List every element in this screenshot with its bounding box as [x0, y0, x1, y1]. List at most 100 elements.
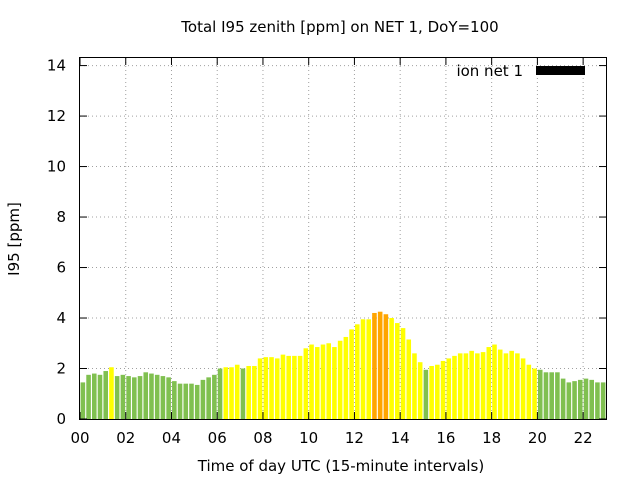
bar: [212, 374, 217, 419]
bar: [423, 369, 429, 419]
bar: [406, 339, 412, 419]
bar: [257, 358, 263, 419]
bar: [234, 364, 240, 419]
bar: [292, 355, 297, 419]
bar: [360, 319, 366, 419]
bar: [326, 343, 331, 419]
x-tick-label: 12: [345, 429, 364, 447]
bar: [480, 352, 486, 419]
bar: [200, 379, 206, 419]
bar: [103, 371, 109, 419]
x-tick-label: 10: [299, 429, 318, 447]
bar: [86, 374, 91, 419]
bar: [383, 314, 389, 419]
bar: [240, 368, 246, 419]
bar: [600, 382, 606, 419]
bar: [463, 353, 469, 419]
bar: [217, 368, 223, 419]
x-tick-label: 14: [391, 429, 410, 447]
grid-lines: [80, 58, 606, 419]
legend-swatch: [536, 66, 585, 75]
bar: [337, 340, 343, 419]
bar: [566, 382, 572, 419]
bar: [120, 374, 126, 419]
bar: [97, 374, 103, 419]
bar: [429, 365, 434, 419]
bar: [349, 329, 354, 419]
bars: [80, 311, 606, 419]
bar: [206, 377, 211, 419]
bar: [177, 383, 183, 419]
bar: [160, 376, 166, 419]
bar: [572, 381, 577, 419]
y-tick-label: 0: [56, 410, 66, 428]
bar: [440, 360, 446, 419]
bar: [486, 347, 492, 419]
bar: [280, 354, 286, 419]
bar: [509, 350, 514, 419]
bar: [543, 372, 549, 419]
bar: [389, 318, 394, 419]
bar: [457, 353, 463, 419]
bar: [126, 376, 131, 419]
bar: [577, 379, 583, 419]
bar: [143, 372, 149, 419]
bar: [194, 384, 200, 419]
x-tick-label: 22: [574, 429, 593, 447]
bar: [549, 372, 554, 419]
bar: [589, 379, 594, 419]
bar: [355, 324, 360, 419]
bar: [537, 369, 543, 419]
x-axis-label: Time of day UTC (15-minute intervals): [197, 457, 484, 475]
bar: [366, 319, 372, 419]
bar: [372, 312, 377, 419]
legend: ion net 1: [456, 62, 585, 80]
bar: [286, 355, 291, 419]
bar: [274, 358, 280, 419]
bar: [532, 368, 537, 419]
plot-frame: [79, 57, 607, 420]
bar: [149, 373, 154, 419]
bar: [269, 357, 274, 419]
x-tick-label: 04: [162, 429, 181, 447]
x-tick-label: 08: [253, 429, 272, 447]
bar: [303, 348, 309, 419]
bar: [320, 344, 326, 419]
bar: [80, 382, 86, 419]
bar: [515, 353, 520, 419]
y-tick-label: 6: [56, 259, 66, 277]
x-tick-label: 02: [116, 429, 135, 447]
bar: [137, 376, 143, 419]
bar: [417, 362, 423, 419]
bar: [332, 347, 337, 419]
bar: [412, 353, 417, 419]
y-tick-label: 4: [56, 309, 66, 327]
bar: [314, 347, 320, 419]
bar: [503, 353, 509, 419]
bar: [297, 355, 303, 419]
bar: [446, 358, 452, 419]
bar: [526, 364, 532, 419]
y-tick-label: 14: [47, 57, 66, 75]
chart-title: Total I95 zenith [ppm] on NET 1, DoY=100: [180, 18, 498, 36]
bar: [497, 349, 503, 419]
bar: [343, 336, 349, 419]
bar: [400, 328, 406, 419]
bar: [183, 383, 189, 419]
y-tick-label: 10: [47, 158, 66, 176]
x-tick-label: 16: [436, 429, 455, 447]
bar: [252, 365, 257, 419]
bar: [309, 344, 314, 419]
x-tick-label: 20: [528, 429, 547, 447]
y-tick-label: 8: [56, 208, 66, 226]
y-axis-label: I95 [ppm]: [5, 202, 23, 276]
bar: [172, 381, 177, 419]
bar: [595, 382, 600, 419]
bar: [132, 377, 137, 419]
bar: [583, 378, 589, 419]
bar: [166, 377, 171, 419]
bar: [560, 378, 566, 419]
bar: [452, 355, 457, 419]
